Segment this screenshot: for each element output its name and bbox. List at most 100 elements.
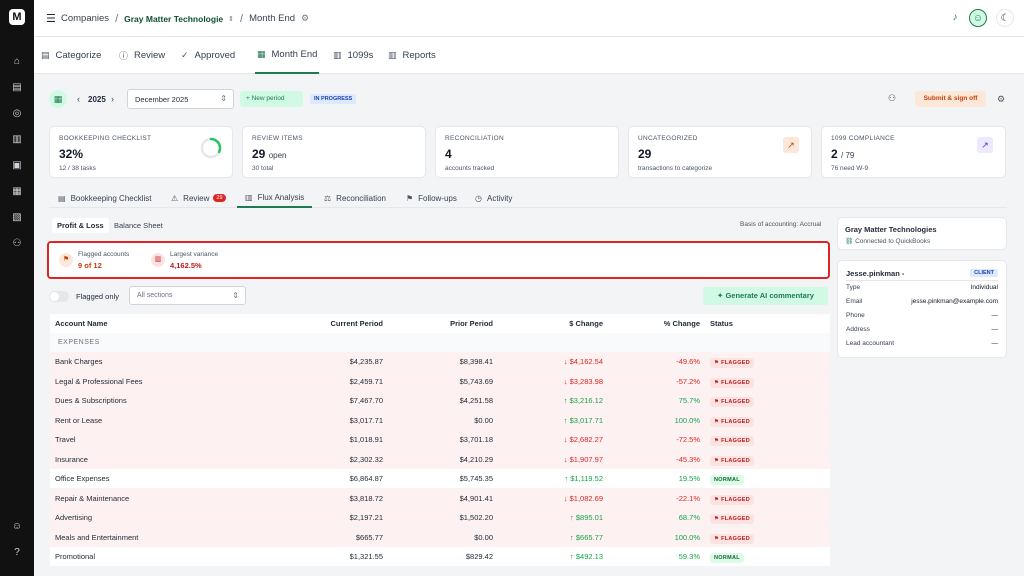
percent-change: 68.7% <box>678 513 700 522</box>
home-icon[interactable]: ⌂ <box>13 56 21 67</box>
account-name: Repair & Maintenance <box>55 493 130 503</box>
new-period-button[interactable]: + New period <box>240 91 303 107</box>
status-badge: ⚑ FLAGGED <box>710 397 755 407</box>
clipboard-icon[interactable]: ▤ <box>12 82 22 93</box>
subtab-bookkeeping[interactable]: ▤ Bookkeeping Checklist <box>58 193 152 203</box>
current-period: $3,818.72 <box>349 493 383 503</box>
toggle-balance-sheet[interactable]: Balance Sheet <box>114 221 163 230</box>
clipboard-icon: ▤ <box>58 193 66 203</box>
bar-chart-icon: ▥ <box>245 192 253 202</box>
book-icon[interactable]: ▦ <box>12 186 22 197</box>
table-row[interactable]: Bank Charges $4,235.87 $8,398.41 ↓ $4,162.5… <box>50 352 830 371</box>
flag-icon: ⚑ <box>714 418 722 425</box>
external-link-icon[interactable]: ↗ <box>783 137 799 153</box>
next-year-icon[interactable]: › <box>111 94 114 104</box>
briefcase-icon[interactable]: ▣ <box>12 160 22 171</box>
table-row[interactable]: Meals and Entertainment $665.77 $0.00 ↑ $66… <box>50 527 830 547</box>
table-row[interactable]: Advertising $2,197.21 $1,502.20 ↑ $895.01 68… <box>50 508 830 527</box>
arrow-down-icon: ↓ <box>563 376 570 386</box>
company-name: Gray Matter Technologies <box>845 225 937 234</box>
percent-change: 100.0% <box>674 415 700 425</box>
card-bookkeeping[interactable]: BOOKKEEPING CHECKLIST 32% 12 / 38 tasks <box>49 126 233 178</box>
theme-toggle-icon[interactable]: ☾ <box>996 9 1014 27</box>
table-row[interactable]: Promotional $1,321.55 $829.42 ↑ $492.13 59.3… <box>50 547 830 566</box>
status-cell: ⚑ FLAGGED <box>710 430 755 449</box>
compass-icon[interactable]: ◎ <box>12 108 22 119</box>
generate-ai-commentary-button[interactable]: ✦ Generate AI commentary <box>703 287 828 305</box>
tab-categorize[interactable]: ▤ Categorize <box>41 50 102 61</box>
table-row[interactable]: Dues & Subscriptions $7,467.70 $4,251.58 ↑ … <box>50 391 830 410</box>
percent-change: 100.0% <box>674 532 700 542</box>
toggle-profit-loss[interactable]: Profit & Loss <box>52 218 109 233</box>
app-logo[interactable]: M <box>9 9 25 25</box>
flagged-only-toggle[interactable] <box>49 291 69 302</box>
flag-icon: ⚑ <box>714 457 722 464</box>
link-icon: ⛓ <box>845 238 854 245</box>
card-suffix: open <box>268 151 287 160</box>
table-row[interactable]: Rent or Lease $3,017.71 $0.00 ↑ $3,017.71 10… <box>50 410 830 430</box>
breadcrumb-company[interactable]: Gray Matter Technologie <box>124 13 224 24</box>
table-row[interactable]: Insurance $2,302.32 $4,210.29 ↓ $1,907.97 -4… <box>50 449 830 469</box>
chevron-updown-icon[interactable]: ⇕ <box>228 15 235 23</box>
sections-select[interactable]: All sections ⇕ <box>129 286 246 305</box>
flag-icon: ⚑ <box>714 535 722 542</box>
basis-label: Basis of accounting: Accrual <box>740 221 822 228</box>
client-name[interactable]: Jesse.pinkman - <box>846 269 905 278</box>
month-select[interactable]: December 2025 ⇕ <box>127 89 234 109</box>
subtab-reconciliation[interactable]: ⚖ Reconciliation <box>324 193 386 203</box>
submit-sign-off-button[interactable]: Submit & sign off <box>915 91 986 107</box>
table-row[interactable]: Legal & Professional Fees $2,459.71 $5,743… <box>50 371 830 391</box>
status-badge: ⚑ FLAGGED <box>710 358 755 368</box>
bell-icon[interactable]: ♪ <box>952 12 958 23</box>
status-cell: ⚑ FLAGGED <box>710 391 755 410</box>
account-name: Legal & Professional Fees <box>55 376 143 386</box>
user-icon[interactable]: ☺ <box>11 521 23 532</box>
calendar-icon[interactable]: ▦ <box>49 90 67 108</box>
table-row[interactable]: Travel $1,018.91 $3,701.18 ↓ $2,682.27 -72.5… <box>50 430 830 449</box>
subtab-review[interactable]: ⚠ Review 29 <box>171 188 226 208</box>
assign-user-icon[interactable]: ⚇ <box>888 93 897 103</box>
help-icon[interactable]: ? <box>14 547 20 558</box>
document-icon[interactable]: ▥ <box>12 134 22 145</box>
percent-change: 59.3% <box>678 552 700 561</box>
arrow-up-icon: ↑ <box>564 474 571 483</box>
settings-icon[interactable]: ⚙ <box>997 94 1006 104</box>
percent-change: -72.5% <box>676 435 700 444</box>
table-row[interactable]: Repair & Maintenance $3,818.72 $4,901.41 ↓ … <box>50 488 830 508</box>
external-link-icon[interactable]: ↗ <box>977 137 993 153</box>
tab-1099s[interactable]: ▥ 1099s <box>333 50 374 61</box>
status-badge: NORMAL <box>710 553 744 563</box>
card-uncategorized[interactable]: UNCATEGORIZED 29 transactions to categor… <box>628 126 812 178</box>
flag-icon: ⚑ <box>714 516 722 522</box>
flag-icon: ⚑ <box>406 193 414 203</box>
user-avatar[interactable]: ☺ <box>969 9 987 27</box>
card-reconciliation[interactable]: RECONCILIATION 4 accounts tracked <box>435 126 619 178</box>
dollar-change: ↑ $1,119.52 <box>564 474 603 483</box>
subtab-flux-analysis[interactable]: ▥ Flux Analysis <box>237 188 313 208</box>
card-sub: 76 need W-9 <box>831 165 869 172</box>
card-review[interactable]: REVIEW ITEMS 29 open 30 total <box>242 126 426 178</box>
percent-change: -45.3% <box>676 454 700 464</box>
arrow-down-icon: ↓ <box>563 493 570 503</box>
divider <box>846 280 998 281</box>
users-icon[interactable]: ⚇ <box>12 238 22 249</box>
tab-month-end[interactable]: ▦ Month End <box>255 37 320 74</box>
flag-summary: ⚑ Flagged accounts 9 of 12 ▥ Largest var… <box>47 241 830 279</box>
tab-review[interactable]: ⓘ Review <box>119 50 166 61</box>
current-period: $7,467.70 <box>349 396 383 405</box>
dollar-change: ↑ $665.77 <box>570 532 603 542</box>
card-value: 29 <box>252 147 266 161</box>
tab-approved[interactable]: ✓ Approved <box>181 50 236 61</box>
file-icon[interactable]: ▧ <box>12 212 22 223</box>
table-row[interactable]: Office Expenses $6,864.87 $5,745.35 ↑ $1,11… <box>50 469 830 488</box>
flagged-label: Flagged accounts <box>78 251 130 258</box>
breadcrumb-companies[interactable]: Companies <box>61 13 110 24</box>
tab-reports[interactable]: ▥ Reports <box>388 50 436 61</box>
subtab-activity[interactable]: ◷ Activity <box>475 193 513 203</box>
card-compliance[interactable]: 1099 COMPLIANCE 2 / 79 76 need W-9 ↗ <box>821 126 1006 178</box>
settings-icon[interactable]: ⚙ <box>301 13 310 23</box>
card-label: REVIEW ITEMS <box>252 135 303 142</box>
prev-year-icon[interactable]: ‹ <box>77 94 80 104</box>
menu-icon[interactable]: ☰ <box>46 13 56 25</box>
subtab-followups[interactable]: ⚑ Follow-ups <box>406 193 457 203</box>
